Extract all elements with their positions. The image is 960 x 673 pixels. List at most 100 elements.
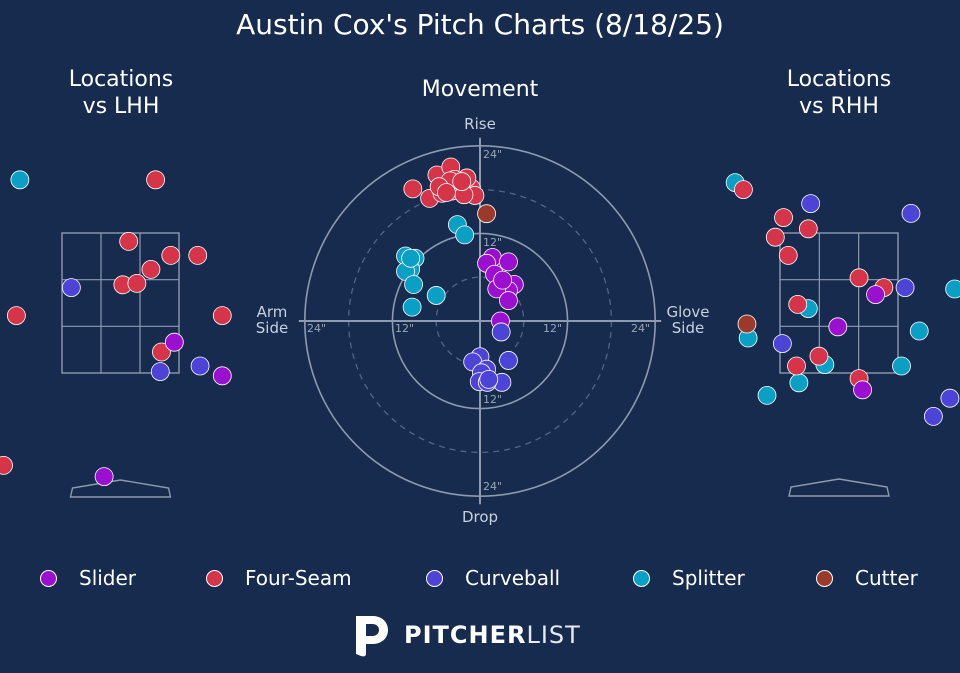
lhh-point-slider	[94, 467, 114, 487]
wordmark-light: LIST	[526, 621, 581, 649]
movement-point-splitter	[426, 286, 446, 305]
lhh-point-four-seam	[161, 245, 181, 265]
rhh-point-curveball	[895, 278, 915, 298]
ring-label-left-24: 24"	[307, 322, 327, 335]
glove-side-line1: Glove	[666, 303, 710, 321]
rhh-point-four-seam	[849, 268, 869, 288]
ring-label-right-12: 12"	[543, 322, 563, 335]
rhh-location-plot	[725, 173, 960, 497]
pitch-type-legend: Slider Four-Seam Curveball Splitter Cutt…	[0, 563, 960, 593]
rhh-point-splitter	[789, 373, 809, 393]
rhh-point-slider	[828, 317, 848, 337]
rhh-point-four-seam	[788, 294, 808, 314]
lhh-point-four-seam	[152, 342, 171, 362]
legend-label-cutter: Cutter	[855, 566, 918, 590]
lhh-panel-title: Locations vs LHH	[40, 66, 202, 120]
movement-point-curveball	[479, 369, 499, 389]
chart-title: Austin Cox's Pitch Charts (8/18/25)	[236, 8, 724, 41]
rhh-point-slider	[866, 285, 885, 305]
legend-label-splitter: Splitter	[672, 566, 745, 590]
rhh-point-curveball	[772, 334, 792, 354]
lhh-title-line1: Locations	[68, 67, 174, 92]
lhh-point-splitter	[10, 170, 30, 190]
lhh-title-line2: vs LHH	[82, 94, 160, 119]
ring-label-bottom-24: 24"	[483, 480, 503, 493]
lhh-point-slider	[164, 332, 184, 352]
ring-label-bottom-12: 12"	[483, 393, 503, 406]
legend-label-slider: Slider	[79, 566, 137, 590]
lhh-point-four-seam	[141, 259, 161, 279]
rhh-point-four-seam	[798, 219, 818, 239]
lhh-point-slider	[212, 366, 232, 386]
rhh-home-plate	[788, 478, 890, 497]
movement-plot	[298, 137, 662, 505]
rhh-point-four-seam	[734, 180, 753, 200]
movement-point-four-seam	[437, 183, 456, 202]
rhh-point-four-seam	[774, 208, 793, 228]
movement-panel-title: Movement	[421, 77, 539, 102]
legend-item-four-seam: Four-Seam	[206, 563, 352, 593]
rhh-point-cutter	[737, 314, 757, 334]
legend-swatch-cutter	[816, 569, 833, 587]
rhh-point-four-seam	[765, 227, 785, 247]
rhh-panel-title: Locations vs RHH	[758, 66, 920, 120]
lhh-home-plate	[69, 479, 172, 498]
rhh-strike-zone	[779, 232, 899, 374]
rhh-title-line2: vs RHH	[799, 94, 879, 119]
arm-side-axis-label: Arm Side	[242, 304, 302, 336]
arm-side-line1: Arm	[256, 303, 288, 321]
movement-point-slider	[499, 252, 518, 272]
glove-side-line2: Side	[671, 319, 705, 337]
movement-point-slider	[499, 291, 518, 310]
lhh-point-four-seam	[6, 306, 26, 326]
movement-point-splitter	[455, 225, 475, 245]
pitcherlist-p-icon	[356, 616, 388, 657]
lhh-point-four-seam	[188, 245, 208, 265]
lhh-point-curveball	[190, 356, 210, 376]
rhh-point-splitter	[945, 279, 960, 299]
lhh-location-plot	[0, 170, 232, 498]
ring-label-top-12: 12"	[483, 236, 503, 249]
legend-item-slider: Slider	[40, 563, 136, 593]
legend-swatch-slider	[40, 569, 57, 587]
rhh-title-line1: Locations	[786, 67, 892, 92]
rise-axis-label: Rise	[464, 115, 496, 133]
rhh-point-curveball	[940, 388, 960, 408]
arm-side-line2: Side	[255, 319, 289, 337]
pitcherlist-logo: PITCHERLIST	[352, 612, 581, 658]
rhh-point-splitter	[909, 321, 929, 341]
legend-item-curveball: Curveball	[426, 563, 560, 593]
rhh-point-curveball	[924, 406, 943, 426]
ring-label-right-24: 24"	[631, 322, 651, 335]
rhh-point-curveball	[901, 203, 921, 223]
lhh-point-curveball	[150, 362, 170, 382]
ring-label-top-24: 24"	[483, 148, 503, 161]
movement-point-curveball	[491, 322, 511, 342]
movement-point-splitter	[402, 297, 422, 317]
rhh-point-four-seam	[787, 356, 806, 376]
legend-label-curveball: Curveball	[465, 566, 561, 590]
movement-point-slider	[493, 270, 513, 290]
movement-point-curveball	[499, 351, 518, 370]
lhh-point-four-seam	[212, 306, 232, 326]
rhh-point-curveball	[801, 194, 821, 214]
lhh-strike-zone	[61, 232, 180, 374]
movement-point-four-seam	[452, 172, 472, 191]
legend-swatch-four-seam	[206, 569, 223, 587]
legend-item-cutter: Cutter	[816, 563, 918, 593]
drop-axis-label: Drop	[461, 508, 499, 526]
rhh-point-splitter	[757, 385, 777, 405]
rhh-point-four-seam	[809, 346, 829, 366]
pitcherlist-wordmark: PITCHERLIST	[404, 621, 581, 649]
lhh-point-four-seam	[127, 273, 147, 293]
legend-swatch-curveball	[426, 569, 443, 587]
movement-point-cutter	[477, 204, 496, 224]
rhh-point-four-seam	[778, 245, 798, 265]
rhh-point-slider	[853, 380, 872, 400]
legend-label-four-seam: Four-Seam	[245, 566, 352, 590]
glove-side-axis-label: Glove Side	[656, 304, 720, 336]
movement-point-splitter	[404, 275, 423, 294]
wordmark-bold: PITCHER	[404, 621, 527, 649]
rhh-point-splitter	[892, 356, 911, 376]
